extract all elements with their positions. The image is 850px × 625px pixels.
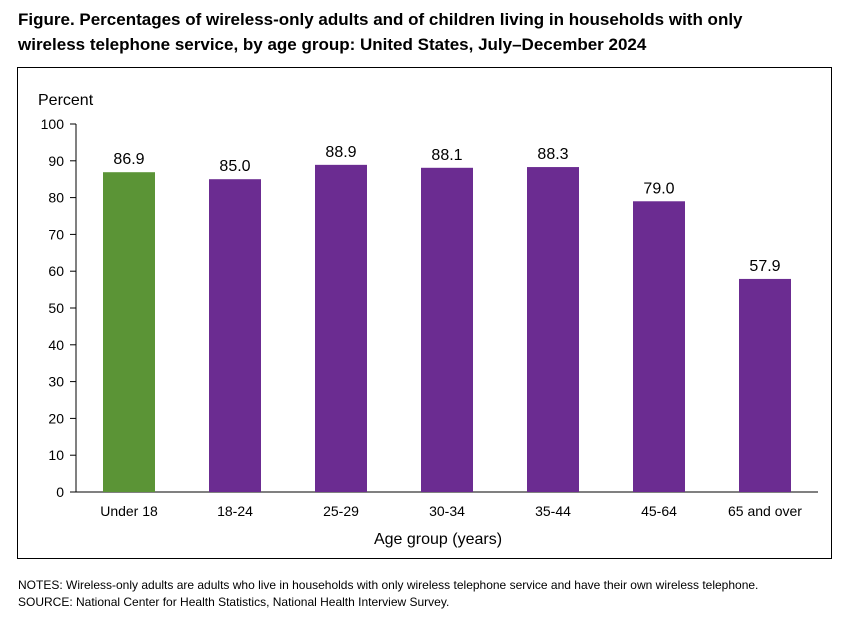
notes-text: NOTES: Wireless-only adults are adults w… — [18, 578, 759, 592]
x-tick-label: 65 and over — [728, 503, 802, 519]
y-axis-label: Percent — [38, 92, 94, 109]
x-axis-label: Age group (years) — [374, 531, 502, 548]
y-tick-label: 60 — [48, 263, 64, 279]
chart-frame: Percent Age group (years) 0 10 20 30 40 50 60 7… — [17, 67, 832, 559]
figure-title: Figure. Percentages of wireless-only adu… — [18, 7, 838, 57]
bar — [421, 167, 473, 492]
x-tick-label: 30-34 — [429, 503, 465, 519]
source-text: SOURCE: National Center for Health Stati… — [18, 595, 450, 609]
figure-title-line-2: wireless telephone service, by age group… — [18, 35, 647, 54]
notes-section: NOTES: Wireless-only adults are adults w… — [18, 577, 758, 611]
x-tick-label: 45-64 — [641, 503, 677, 519]
bar-value-label: 88.1 — [431, 147, 462, 164]
figure-title-line-1: Figure. Percentages of wireless-only adu… — [18, 10, 743, 29]
y-tick-label: 90 — [48, 153, 64, 169]
y-tick-label: 100 — [41, 116, 65, 132]
x-tick-labels: Under 18 18-24 25-29 30-34 35-44 45-64 65 and … — [100, 503, 802, 519]
y-tick-label: 80 — [48, 190, 64, 206]
y-tick-label: 20 — [48, 410, 64, 426]
bar-value-labels: 86.9 85.0 88.9 88.1 88.3 79.0 57.9 — [113, 144, 780, 275]
x-tick-label: 18-24 — [217, 503, 253, 519]
x-tick-label: Under 18 — [100, 503, 158, 519]
bar — [209, 179, 261, 492]
y-tick-label: 10 — [48, 447, 64, 463]
bar — [739, 278, 791, 492]
y-axis: 0 10 20 30 40 50 60 70 80 90 100 — [41, 116, 77, 500]
bar — [527, 167, 579, 492]
y-tick-label: 40 — [48, 337, 64, 353]
bar-value-label: 57.9 — [749, 258, 780, 275]
bar-value-label: 88.9 — [325, 144, 356, 161]
bar — [633, 201, 685, 492]
y-tick-label: 0 — [56, 484, 64, 500]
bars — [103, 164, 791, 492]
x-tick-label: 35-44 — [535, 503, 571, 519]
x-tick-label: 25-29 — [323, 503, 359, 519]
y-tick-label: 50 — [48, 300, 64, 316]
bar-value-label: 86.9 — [113, 151, 144, 168]
bar-value-label: 79.0 — [643, 180, 674, 197]
y-tick-label: 30 — [48, 374, 64, 390]
bar — [315, 164, 367, 492]
bar-value-label: 88.3 — [537, 146, 568, 163]
bar — [103, 172, 155, 492]
bar-chart: Percent Age group (years) 0 10 20 30 40 50 60 7… — [38, 92, 818, 548]
y-tick-label: 70 — [48, 226, 64, 242]
bar-value-label: 85.0 — [219, 158, 250, 175]
